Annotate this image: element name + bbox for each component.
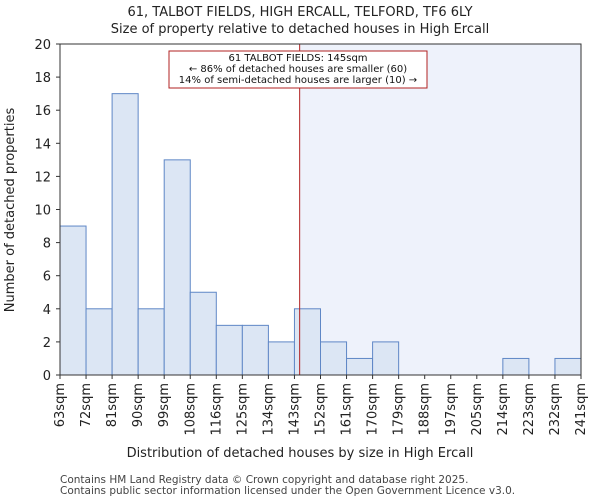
x-tick-label: 197sqm: [444, 383, 459, 436]
y-tick-label: 0: [43, 369, 51, 384]
bar-232sqm: [554, 357, 582, 376]
x-axis-label: Distribution of detached houses by size …: [127, 446, 474, 461]
x-tick-label: 152sqm: [314, 383, 329, 436]
x-tick-label: 170sqm: [366, 383, 381, 436]
bar-161sqm: [346, 357, 374, 376]
footer-licence: Contains public sector information licen…: [60, 485, 515, 497]
x-tick-label: 108sqm: [183, 383, 198, 436]
x-tick-label: 143sqm: [287, 383, 302, 436]
x-tick-label: 205sqm: [470, 383, 485, 436]
bar-108sqm: [189, 291, 217, 376]
bar-125sqm: [241, 324, 269, 376]
y-tick-label: 16: [34, 104, 51, 119]
y-tick-label: 6: [43, 270, 51, 285]
x-tick-label: 116sqm: [209, 383, 224, 436]
y-tick-label: 4: [43, 303, 51, 318]
x-tick-label: 81sqm: [105, 383, 120, 427]
x-tick-label: 179sqm: [392, 383, 407, 436]
y-tick-label: 8: [43, 237, 51, 252]
annotation-larger: 14% of semi-detached houses are larger (…: [179, 75, 417, 86]
y-axis-label: Number of detached properties: [3, 108, 18, 313]
x-tick-label: 188sqm: [418, 383, 433, 436]
x-tick-label: 63sqm: [53, 383, 68, 427]
x-tick-label: 214sqm: [496, 383, 511, 436]
bar-134sqm: [267, 341, 295, 376]
y-tick-label: 14: [34, 137, 51, 152]
annotation-box: 61 TALBOT FIELDS: 145sqm ← 86% of detach…: [168, 50, 428, 89]
bar-170sqm: [372, 341, 400, 376]
annotation-title: 61 TALBOT FIELDS: 145sqm: [228, 53, 367, 64]
x-tick-label: 232sqm: [548, 383, 563, 436]
chart-title: 61, TALBOT FIELDS, HIGH ERCALL, TELFORD,…: [127, 5, 472, 20]
annotation-smaller: ← 86% of detached houses are smaller (60…: [189, 64, 407, 75]
y-tick-label: 18: [34, 71, 51, 86]
x-tick-label: 72sqm: [79, 383, 94, 427]
bar-99sqm: [163, 159, 191, 376]
highlight-region: [299, 44, 581, 375]
bar-116sqm: [215, 324, 243, 376]
x-tick-label: 241sqm: [574, 383, 589, 436]
bar-214sqm: [502, 357, 530, 376]
bar-152sqm: [320, 341, 348, 376]
chart-subtitle: Size of property relative to detached ho…: [111, 22, 489, 37]
y-tick-label: 2: [43, 336, 51, 351]
bar-81sqm: [111, 93, 139, 376]
x-tick-label: 125sqm: [235, 383, 250, 436]
bar-63sqm: [59, 225, 87, 376]
bar-72sqm: [85, 308, 113, 376]
x-tick-label: 99sqm: [157, 383, 172, 427]
bar-143sqm: [293, 308, 322, 376]
y-tick-label: 12: [34, 170, 51, 185]
footer-copyright: Contains HM Land Registry data © Crown c…: [60, 474, 468, 486]
bar-90sqm: [137, 308, 165, 376]
x-tick-label: 223sqm: [522, 383, 537, 436]
y-tick-label: 20: [34, 38, 51, 53]
x-tick-label: 90sqm: [131, 383, 146, 427]
x-tick-label: 161sqm: [340, 383, 355, 436]
x-tick-label: 134sqm: [261, 383, 276, 436]
y-tick-label: 10: [34, 204, 51, 219]
